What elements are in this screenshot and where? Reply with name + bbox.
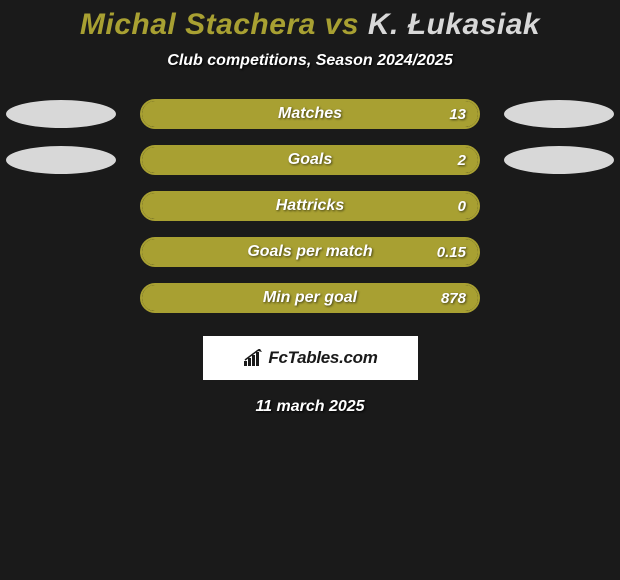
stat-bar-fill [142,239,478,265]
left-oval [6,146,116,174]
stat-row: Goals2 [0,144,620,176]
stats-rows: Matches13 Goals2 Hattricks0 Goals per match… [0,98,620,314]
stat-bar-fill [142,101,478,127]
right-oval [504,100,614,128]
subtitle: Club competitions, Season 2024/2025 [0,52,620,70]
container: Michal Stachera vs K. Łukasiak Club comp… [0,0,620,416]
bar-chart-icon [242,349,264,367]
player2-name: K. Łukasiak [368,8,540,41]
brand-box[interactable]: FcTables.com [203,336,418,380]
stat-row: Matches13 [0,98,620,130]
stat-bar-fill [142,193,478,219]
stat-bar-fill [142,285,478,311]
player1-name: Michal Stachera [80,8,316,41]
stat-row: Hattricks0 [0,190,620,222]
stat-bar: Goals2 [140,145,480,175]
page-title: Michal Stachera vs K. Łukasiak [0,8,620,42]
brand-text: FcTables.com [268,348,377,368]
stat-bar: Min per goal878 [140,283,480,313]
date-text: 11 march 2025 [0,398,620,416]
stat-bar: Hattricks0 [140,191,480,221]
vs-text: vs [316,8,368,41]
left-oval [6,100,116,128]
stat-bar: Matches13 [140,99,480,129]
right-oval [504,146,614,174]
stat-row: Goals per match0.15 [0,236,620,268]
stat-row: Min per goal878 [0,282,620,314]
stat-bar: Goals per match0.15 [140,237,480,267]
stat-bar-fill [142,147,478,173]
